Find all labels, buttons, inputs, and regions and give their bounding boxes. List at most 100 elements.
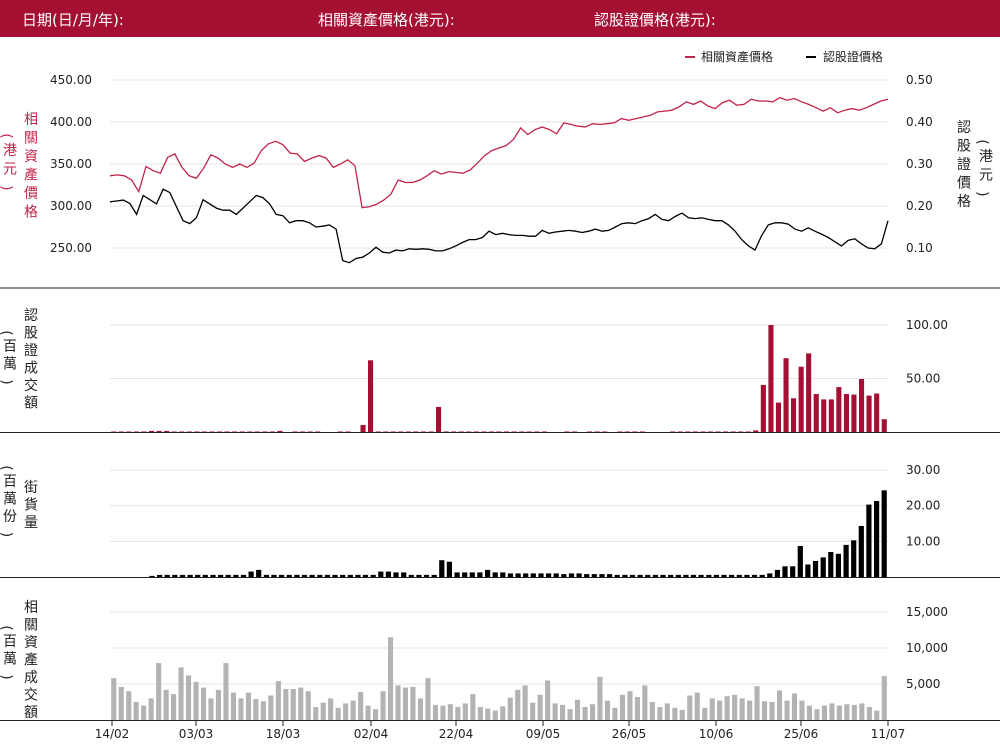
asset-turnover-bar [432,704,438,720]
asset-turnover-axis-unit-char: ( [0,625,14,630]
warrant-turnover-bar [572,431,578,432]
warrant-turnover-bar [821,399,827,432]
outstanding-bar [256,569,262,577]
asset-turnover-bar [866,707,872,720]
warrant-turnover-bar [639,431,645,432]
x-tick-label: 03/03 [179,727,214,741]
warrant-turnover-bar [337,431,343,432]
outstanding-axis-unit-char: ) [0,532,14,537]
outstanding-bar [233,574,239,577]
outstanding-bar [271,574,277,577]
asset-turnover-bar [762,701,768,720]
outstanding-bar [370,574,376,577]
outstanding-bar [309,574,315,577]
warrant-turnover-bar [526,431,532,432]
warrant-turnover-bar [511,431,517,432]
asset-turnover-bar [111,678,117,720]
asset-turnover-bar [350,700,356,720]
warrant-turnover-bar [224,431,230,432]
warrant-turnover-axis-title-char: 交 [24,377,38,394]
outstanding-bar [324,574,330,577]
warrant-turnover-bar [164,430,170,432]
outstanding-bar [874,501,880,577]
outstanding-bar [629,574,636,577]
outstanding-bar [446,561,452,577]
warrant-turnover-bar [692,431,698,432]
asset-turnover-bar [215,689,221,720]
outstanding-bar [561,574,567,577]
asset-turnover-bar [612,707,618,720]
warrant-turnover-bar [300,431,306,432]
series-line-underlying [109,96,889,209]
warrant-turnover-axis-unit-char: 百 [3,339,17,355]
asset-turnover-bar [275,681,281,720]
asset-turnover-bar [313,707,319,720]
warrant-turnover-bar [201,431,207,432]
outstanding-axis-unit-char: 份 [3,509,17,525]
y-right-axis-title-char: 價 [957,175,971,192]
asset-turnover-bar [148,698,154,720]
warrant-turnover-bar [375,431,381,432]
outstanding-bar [416,574,422,577]
warrant-turnover-bar [602,431,608,432]
warrant-turnover-bar [398,431,404,432]
warrant-turnover-bar [436,406,442,432]
outstanding-tick-label: 10.00 [906,534,940,548]
y-right-tick-label: 0.30 [906,157,933,171]
asset-turnover-bar [462,703,468,720]
warrant-turnover-bar [519,431,525,432]
asset-turnover-bar [402,687,408,720]
asset-turnover-tick-label: 15,000 [906,605,948,619]
asset-turnover-bar [358,691,364,720]
outstanding-bar [591,574,597,577]
warrant-turnover-axis-unit-char: ) [0,379,14,384]
asset-turnover-bar [417,698,423,720]
outstanding-bar [866,504,872,577]
y-left-tick-label: 450.00 [50,73,92,87]
outstanding-bar [279,574,285,577]
y-left-axis-unit-char: ) [0,185,14,190]
warrant-turnover-bar [753,430,759,432]
warrant-turnover-bar [624,431,630,432]
asset-turnover-bar [575,699,581,720]
outstanding-bar [164,574,170,577]
asset-turnover-bar [649,702,655,720]
series-line-warrant [109,188,889,264]
y-left-axis-title-char: 資 [24,149,38,165]
y-right-tick-label: 0.10 [906,241,933,255]
warrant-turnover-bar [466,431,472,432]
asset-turnover-bar [739,698,745,720]
underlying-price-label: 相關資產價格(港元): [318,11,455,29]
warrant-turnover-bar [760,384,766,432]
outstanding-axis-title-char: 貨 [24,497,38,514]
asset-turnover-axis-title-char: 交 [24,687,38,704]
outstanding-bar [797,546,803,577]
asset-turnover-bar [126,691,132,720]
outstanding-bar [820,557,826,577]
warrant-turnover-bar [783,358,789,432]
warrant-turnover-bar [345,431,351,432]
asset-turnover-bar [201,687,207,720]
outstanding-bar [507,573,513,577]
outstanding-bar [645,574,651,577]
asset-turnover-bar [732,694,738,720]
asset-turnover-bar [679,709,685,720]
y-right-axis-title-char: 認 [957,120,971,136]
asset-turnover-bar [590,704,596,720]
warrant-turnover-bar [670,431,676,432]
x-tick-label: 18/03 [266,727,301,741]
outstanding-bar [530,573,536,577]
warrant-turnover-bar [851,394,857,433]
asset-turnover-bar [186,675,192,720]
asset-turnover-bar [477,707,483,720]
warrant-turnover-bar [843,394,849,432]
y-left-axis-title-char: 產 [24,167,38,184]
warrant-turnover-bar [428,431,434,432]
x-tick-label: 02/04 [354,727,389,741]
asset-turnover-bar [784,700,790,720]
asset-turnover-bar [328,698,334,720]
outstanding-bar [240,574,247,577]
y-right-tick-label: 0.20 [906,199,933,213]
warrant-turnover-bar [791,398,797,432]
outstanding-bar [515,573,521,577]
